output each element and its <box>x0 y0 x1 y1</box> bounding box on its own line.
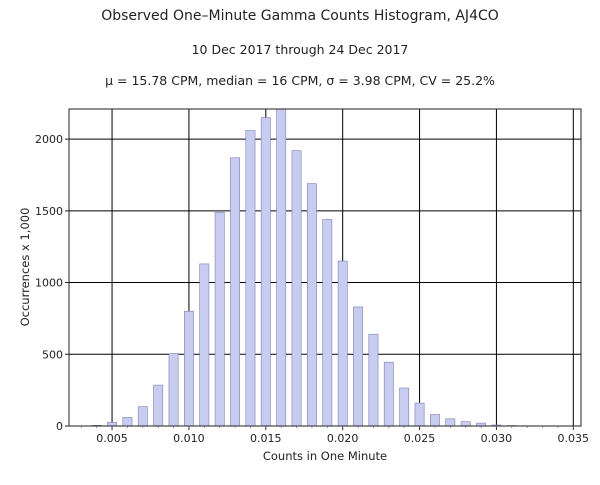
plot-frame <box>68 108 582 427</box>
histogram-bar <box>214 211 225 427</box>
histogram-bar <box>353 306 363 427</box>
histogram-bar <box>337 260 348 427</box>
histogram-bar <box>445 418 456 427</box>
x-tick-label: 0.025 <box>404 432 436 445</box>
histogram-bar <box>276 108 287 427</box>
histogram-bar <box>184 310 194 427</box>
x-axis-title: Counts in One Minute <box>263 449 387 463</box>
histogram-bar <box>368 333 379 427</box>
histogram-bar <box>230 157 240 427</box>
y-tick-label: 500 <box>42 348 63 361</box>
x-tick-label: 0.015 <box>250 432 282 445</box>
histogram-bar <box>383 361 394 427</box>
x-tick-label: 0.005 <box>96 432 128 445</box>
histogram-bar <box>430 414 440 427</box>
histogram-bar <box>399 387 410 427</box>
bar-layer <box>76 108 533 427</box>
histogram-bar <box>122 417 133 427</box>
histogram-bar <box>153 384 164 427</box>
histogram-bar <box>168 353 179 427</box>
y-axis-title: Occurrences x 1,000 <box>18 208 32 327</box>
chart-title: Observed One–Minute Gamma Counts Histogr… <box>101 8 499 24</box>
y-tick-label: 0 <box>56 420 63 433</box>
histogram-bar <box>414 402 425 427</box>
y-tick-label: 2000 <box>35 133 63 146</box>
tick-layer: 0.005 0.010 0.015 0.020 0.025 0.030 0.035 0 500 1… <box>35 133 589 445</box>
x-tick-label: 0.010 <box>173 432 205 445</box>
y-tick-label: 1500 <box>35 205 63 218</box>
histogram-bar <box>260 117 271 427</box>
histogram-bar <box>245 130 256 427</box>
histogram-bar <box>307 183 317 427</box>
histogram-bar <box>199 263 210 427</box>
y-tick-label: 1000 <box>35 277 63 290</box>
histogram-bar <box>291 150 302 427</box>
chart-stats-line: μ = 15.78 CPM, median = 16 CPM, σ = 3.98… <box>105 73 495 88</box>
histogram-bar <box>322 219 333 427</box>
chart-subtitle: 10 Dec 2017 through 24 Dec 2017 <box>191 42 409 57</box>
x-tick-label: 0.030 <box>481 432 513 445</box>
histogram-bar <box>460 421 471 427</box>
histogram-bar <box>137 406 148 427</box>
histogram-bar <box>107 422 117 427</box>
x-tick-label: 0.035 <box>558 432 590 445</box>
x-tick-label: 0.020 <box>327 432 359 445</box>
